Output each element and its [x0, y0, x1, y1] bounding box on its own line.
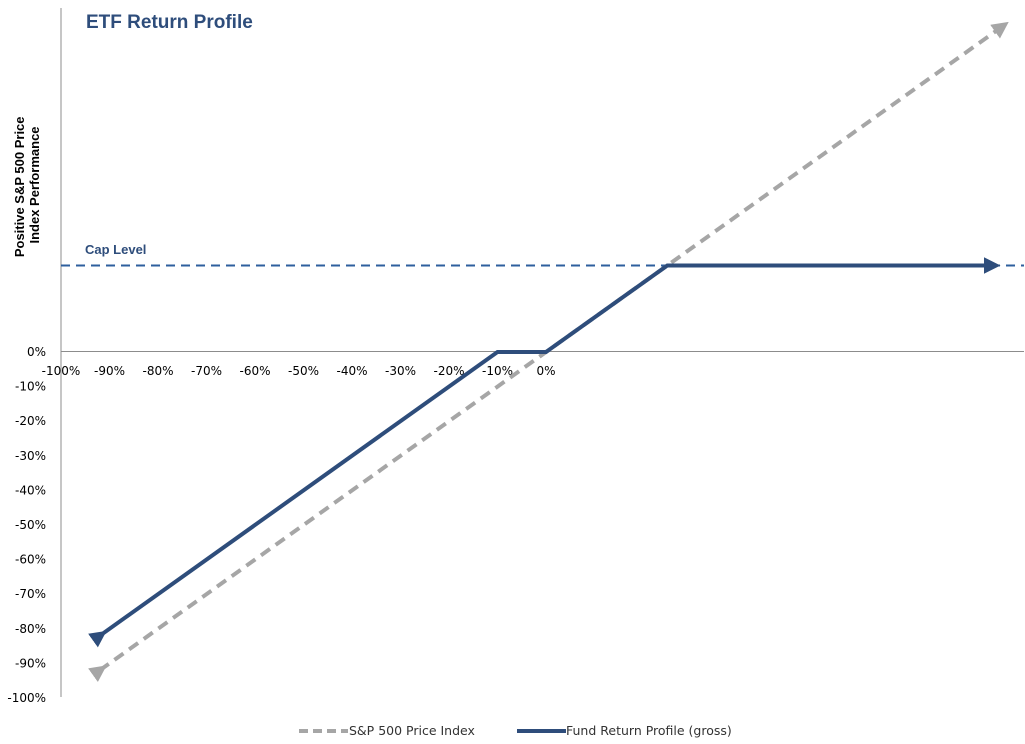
legend-item-sp500: S&P 500 Price Index — [299, 723, 475, 738]
y-tick-label: -10% — [15, 380, 46, 394]
y-axis-label-line-2: Index Performance — [27, 126, 42, 243]
legend-item-fund: Fund Return Profile (gross) — [517, 723, 732, 738]
legend-label-sp500: S&P 500 Price Index — [349, 723, 475, 738]
x-tick-label: 0% — [536, 364, 555, 378]
legend-label-fund: Fund Return Profile (gross) — [566, 723, 732, 738]
y-tick-label: -50% — [15, 518, 46, 532]
x-tick-label: -10% — [482, 364, 513, 378]
series-layer — [88, 21, 1009, 683]
x-tick-label: -20% — [433, 364, 464, 378]
y-tick-label: -30% — [15, 449, 46, 463]
x-tick-label: -100% — [42, 364, 81, 378]
x-tick-label: -30% — [385, 364, 416, 378]
chart-title: ETF Return Profile — [86, 12, 253, 33]
x-tick-label: -70% — [191, 364, 222, 378]
y-tick-label: -80% — [15, 622, 46, 636]
cap-level-label: Cap Level — [85, 242, 146, 257]
y-tick-label: -70% — [15, 587, 46, 601]
x-tick-label: -40% — [336, 364, 367, 378]
y-tick-label: -100% — [7, 691, 46, 705]
y-axis-label: Positive S&P 500 Price Index Performance — [12, 113, 42, 257]
y-tick-label: -20% — [15, 414, 46, 428]
x-tick-label: -80% — [142, 364, 173, 378]
y-tick-labels: 0% -10% -20% -30% -40% -50% -60% -70% -80% -90% -1… — [7, 345, 46, 705]
y-tick-label: -40% — [15, 483, 46, 497]
legend: S&P 500 Price Index Fund Return Profile … — [299, 723, 732, 738]
x-tick-label: -60% — [239, 364, 270, 378]
series-line-fund — [88, 257, 1001, 648]
x-tick-label: -90% — [94, 364, 125, 378]
y-axis-label-line-1: Positive S&P 500 Price — [12, 116, 27, 257]
y-tick-label: -90% — [15, 656, 46, 670]
y-tick-label: -60% — [15, 553, 46, 567]
y-tick-label: 0% — [27, 345, 46, 359]
x-tick-label: -50% — [288, 364, 319, 378]
